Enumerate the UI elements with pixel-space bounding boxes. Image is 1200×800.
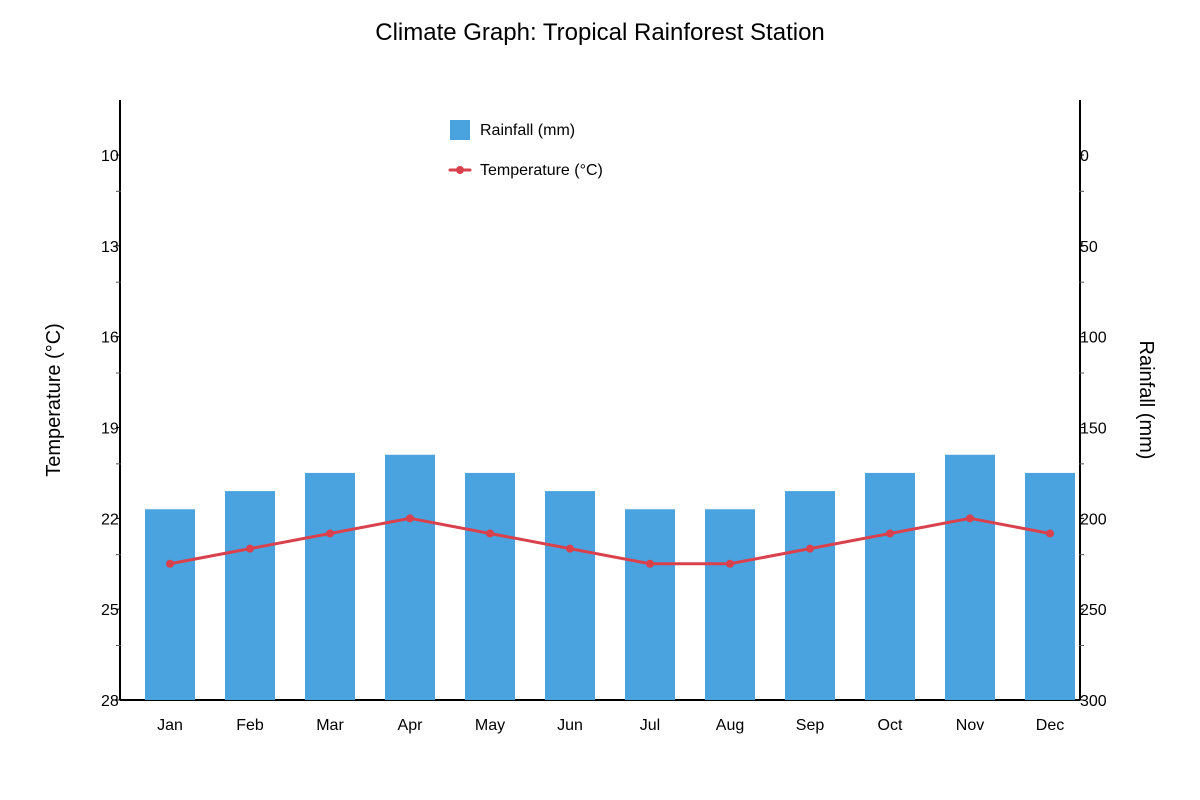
- axes-layer: Temperature (°C) Rainfall (mm): [43, 100, 1157, 701]
- legend-temperature-label: Temperature (°C): [480, 162, 603, 179]
- temperature-point: [566, 544, 574, 553]
- right-axis-tick-label: 250: [1080, 602, 1107, 619]
- temperature-point: [246, 544, 254, 553]
- x-axis-tick-label: Dec: [1036, 717, 1064, 734]
- temperature-point: [966, 514, 974, 523]
- left-axis-tick-label: 28: [101, 693, 119, 710]
- temperature-point: [326, 529, 334, 538]
- right-axis-tick-label: 150: [1080, 421, 1107, 438]
- temperature-point: [806, 544, 814, 553]
- rainfall-bar: [865, 472, 915, 700]
- rainfall-bars: [145, 454, 1075, 700]
- x-axis-tick-label: Jul: [640, 717, 660, 734]
- rainfall-bar: [385, 454, 435, 700]
- legend-temperature-point: [456, 166, 464, 174]
- right-axis-tick-label: 50: [1080, 239, 1098, 256]
- right-axis-tick-label: 0: [1080, 148, 1089, 165]
- x-axis-tick-label: Apr: [398, 717, 424, 734]
- x-axis-tick-label: Feb: [236, 717, 264, 734]
- legend: Rainfall (mm) Temperature (°C): [448, 120, 603, 179]
- temperature-point: [486, 529, 494, 538]
- temperature-point: [406, 514, 414, 523]
- x-axis-tick-label: May: [475, 717, 505, 734]
- left-axis-tick-label: 22: [101, 511, 119, 528]
- x-axis-tick-label: Jun: [557, 717, 583, 734]
- rainfall-bar: [945, 454, 995, 700]
- rainfall-bar: [625, 509, 675, 700]
- x-axis-tick-label: Jan: [157, 717, 183, 734]
- left-axis-title: Temperature (°C): [43, 323, 65, 477]
- right-axis-tick-label: 200: [1080, 511, 1107, 528]
- x-axis-tick-label: Nov: [956, 717, 984, 734]
- left-axis-tick-label: 16: [101, 330, 119, 347]
- right-axis-tick-label: 300: [1080, 693, 1107, 710]
- temperature-line-layer: [166, 514, 1054, 568]
- rainfall-bar: [705, 509, 755, 700]
- temperature-point: [726, 559, 734, 568]
- rainfall-bar: [1025, 472, 1075, 700]
- rainfall-bar: [225, 491, 275, 700]
- x-axis-tick-label: Mar: [316, 717, 344, 734]
- temperature-point: [886, 529, 894, 538]
- temperature-line: [168, 516, 1052, 566]
- chart-title: Climate Graph: Tropical Rainforest Stati…: [375, 19, 825, 46]
- rainfall-bar: [145, 509, 195, 700]
- left-axis-tick-label: 10: [101, 148, 119, 165]
- tick-labels: 10 13 16 19 22 25 28 0 50 100 150 200 250 300 Jan Feb Ma…: [101, 148, 1107, 734]
- left-axis-tick-label: 19: [101, 421, 119, 438]
- x-axis-tick-label: Sep: [796, 717, 825, 734]
- rainfall-bar: [545, 491, 595, 700]
- right-axis-title: Rainfall (mm): [1135, 341, 1157, 460]
- left-axis-tick-label: 25: [101, 602, 119, 619]
- legend-rainfall-label: Rainfall (mm): [480, 122, 575, 139]
- left-axis-tick-label: 13: [101, 239, 119, 256]
- rainfall-bar: [305, 472, 355, 700]
- rainfall-bar: [465, 472, 515, 700]
- temperature-point: [646, 559, 654, 568]
- temperature-point: [166, 559, 174, 568]
- temperature-point: [1046, 529, 1054, 538]
- x-axis-tick-label: Oct: [878, 717, 903, 734]
- rainfall-bar: [785, 491, 835, 700]
- legend-rainfall-swatch: [450, 120, 470, 140]
- right-axis-tick-label: 100: [1080, 330, 1107, 347]
- x-axis-tick-label: Aug: [716, 717, 744, 734]
